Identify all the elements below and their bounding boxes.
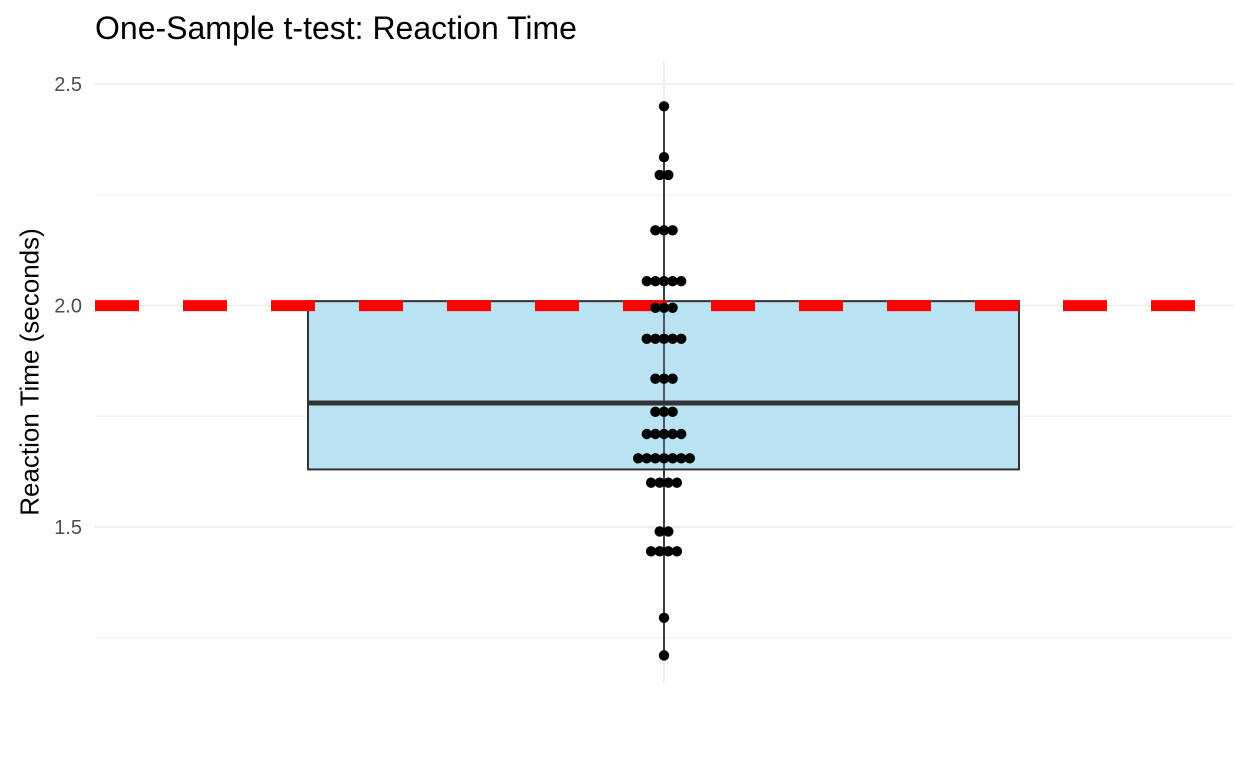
- data-point: [658, 276, 670, 287]
- data-point: [633, 453, 644, 464]
- data-point: [645, 546, 657, 557]
- data-point: [667, 406, 678, 418]
- data-point: [654, 546, 665, 557]
- data-point: [654, 477, 665, 488]
- data-point: [671, 477, 683, 488]
- data-point: [667, 453, 678, 464]
- data-point: [658, 453, 670, 464]
- data-point: [658, 406, 670, 418]
- data-point: [650, 225, 661, 236]
- y-tick-labels: 1.5 2.0 2.5: [54, 74, 82, 539]
- data-point: [645, 477, 657, 488]
- data-point: [658, 302, 670, 313]
- data-point: [650, 453, 661, 464]
- data-point: [650, 302, 661, 313]
- data-point: [658, 152, 670, 163]
- data-point: [684, 453, 695, 464]
- data-point: [654, 526, 665, 537]
- y-tick-label: 1.5: [54, 517, 82, 539]
- data-point: [663, 169, 674, 181]
- data-point: [676, 276, 687, 287]
- data-point: [667, 373, 678, 384]
- data-point: [667, 302, 678, 313]
- data-point: [667, 428, 678, 440]
- data-point: [641, 453, 652, 464]
- data-point: [663, 526, 674, 537]
- data-point: [650, 333, 661, 344]
- data-point: [658, 650, 670, 661]
- box: [307, 300, 1020, 471]
- data-points: [633, 101, 695, 661]
- y-tick-label: 2.5: [54, 74, 82, 96]
- data-point: [641, 333, 652, 344]
- data-point: [676, 453, 687, 464]
- data-point: [667, 225, 678, 236]
- data-point: [658, 612, 670, 623]
- data-point: [667, 333, 678, 344]
- chart-title: One-Sample t-test: Reaction Time: [95, 10, 577, 46]
- data-point: [658, 225, 670, 236]
- data-point: [650, 373, 661, 384]
- data-point: [658, 333, 670, 344]
- data-point: [671, 546, 683, 557]
- data-point: [654, 169, 665, 181]
- data-point: [641, 428, 652, 440]
- data-point: [667, 276, 678, 287]
- data-point: [641, 276, 652, 287]
- data-point: [650, 428, 661, 440]
- data-point: [650, 276, 661, 287]
- y-tick-label: 2.0: [54, 296, 82, 318]
- data-point: [658, 428, 670, 440]
- data-point: [676, 428, 687, 440]
- data-point: [658, 101, 670, 112]
- data-point: [663, 546, 674, 557]
- data-point: [658, 373, 670, 384]
- data-point: [650, 406, 661, 418]
- data-point: [676, 333, 687, 344]
- data-point: [663, 477, 674, 488]
